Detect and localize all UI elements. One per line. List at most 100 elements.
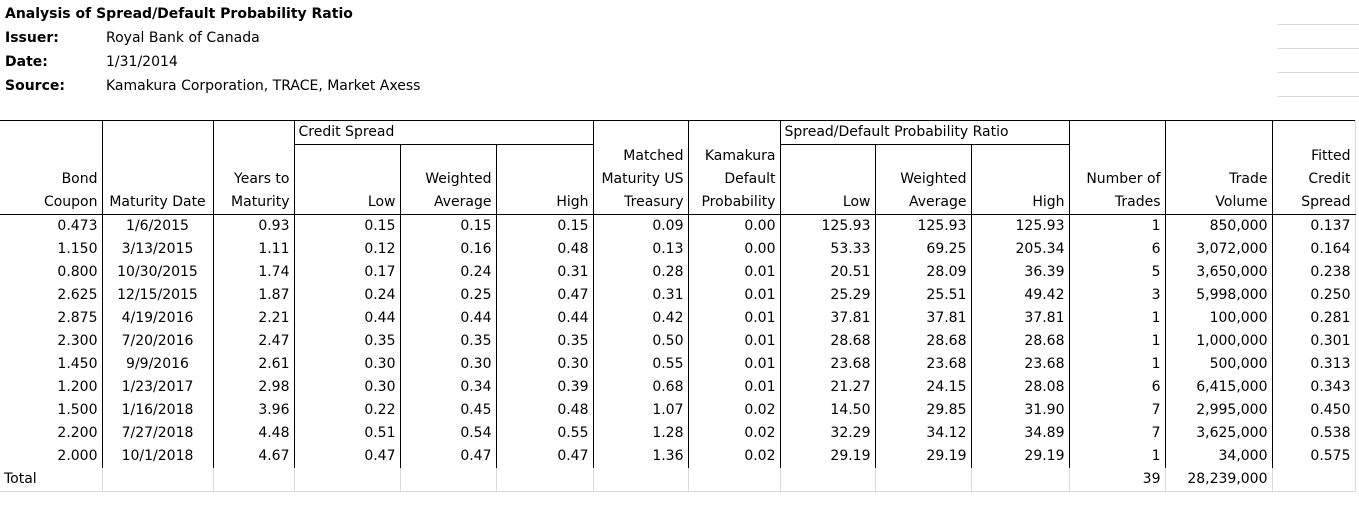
table-cell: 37.81 bbox=[970, 307, 1070, 330]
table-cell: 1 bbox=[1068, 330, 1166, 353]
table-cell: 4/19/2016 bbox=[101, 307, 214, 330]
table-cell: 3,625,000 bbox=[1164, 422, 1273, 445]
table-cell: 0.02 bbox=[687, 399, 781, 422]
table-cell: 2.875 bbox=[0, 307, 103, 330]
table-cell: 3,650,000 bbox=[1164, 261, 1273, 284]
table-cell: 1 bbox=[1068, 214, 1166, 238]
table-cell: 28.68 bbox=[874, 330, 972, 353]
table-cell: 1.150 bbox=[0, 238, 103, 261]
table-cell: 4.67 bbox=[212, 445, 295, 468]
report-header: Analysis of Spread/Default Probability R… bbox=[0, 0, 1359, 120]
column-header bbox=[970, 168, 1070, 191]
table-cell: 0.15 bbox=[293, 214, 401, 238]
table-cell: 1.74 bbox=[212, 261, 295, 284]
table-cell: 20.51 bbox=[779, 261, 876, 284]
table-cell: 5 bbox=[1068, 261, 1166, 284]
column-header bbox=[1164, 144, 1273, 168]
header-row-groups: Credit Spread Spread/Default Probability … bbox=[0, 120, 1356, 145]
table-cell: 7 bbox=[1068, 422, 1166, 445]
table-cell: 1/6/2015 bbox=[101, 214, 214, 238]
column-header: Treasury bbox=[592, 191, 689, 215]
table-row: 0.800 10/30/2015 1.74 0.17 0.24 0.31 0.28 0.01 2… bbox=[0, 261, 1356, 284]
table-cell: 0.47 bbox=[293, 445, 401, 468]
total-trades: 39 bbox=[1068, 468, 1166, 492]
table-cell: 0.250 bbox=[1271, 284, 1356, 307]
table-cell: 0.48 bbox=[495, 238, 594, 261]
date-value: 1/31/2014 bbox=[106, 54, 178, 70]
table-cell: 0.02 bbox=[687, 422, 781, 445]
table-cell: 2.61 bbox=[212, 353, 295, 376]
table-cell: 1 bbox=[1068, 353, 1166, 376]
table-cell: 10/1/2018 bbox=[101, 445, 214, 468]
table-cell: 1.28 bbox=[592, 422, 689, 445]
table-cell: 28.08 bbox=[970, 376, 1070, 399]
table-cell: 0.55 bbox=[495, 422, 594, 445]
table-cell: 0.30 bbox=[495, 353, 594, 376]
table-cell: 0.137 bbox=[1271, 214, 1356, 238]
table-cell: 0.42 bbox=[592, 307, 689, 330]
column-header bbox=[779, 168, 876, 191]
header-cell bbox=[687, 120, 781, 145]
table-cell bbox=[592, 468, 689, 492]
table-cell: 2.625 bbox=[0, 284, 103, 307]
table-cell: 5,998,000 bbox=[1164, 284, 1273, 307]
column-header bbox=[293, 168, 401, 191]
column-header: Bond bbox=[0, 168, 103, 191]
column-header: Weighted bbox=[399, 168, 497, 191]
table-cell: 100,000 bbox=[1164, 307, 1273, 330]
table-cell: 1.07 bbox=[592, 399, 689, 422]
table-cell: 2.300 bbox=[0, 330, 103, 353]
table-cell: 0.93 bbox=[212, 214, 295, 238]
table-cell bbox=[874, 468, 972, 492]
table-cell: 49.42 bbox=[970, 284, 1070, 307]
gridline bbox=[1277, 72, 1359, 73]
header-cell bbox=[212, 120, 295, 145]
table-cell: 0.09 bbox=[592, 214, 689, 238]
gridline bbox=[1277, 48, 1359, 49]
gridline bbox=[1277, 24, 1359, 25]
table-cell: 29.19 bbox=[874, 445, 972, 468]
column-header: Probability bbox=[687, 191, 781, 215]
column-header: High bbox=[970, 191, 1070, 215]
header-cell bbox=[0, 120, 103, 145]
source-label: Source: bbox=[5, 78, 65, 94]
table-cell: 0.30 bbox=[293, 353, 401, 376]
table-cell: 10/30/2015 bbox=[101, 261, 214, 284]
column-header: Coupon bbox=[0, 191, 103, 215]
header-cell bbox=[101, 120, 214, 145]
table-cell: 0.538 bbox=[1271, 422, 1356, 445]
header-row: Matched Kamakura Fitted bbox=[0, 144, 1356, 168]
table-cell: 3 bbox=[1068, 284, 1166, 307]
column-header bbox=[101, 144, 214, 168]
table-cell: 12/15/2015 bbox=[101, 284, 214, 307]
column-header: Kamakura bbox=[687, 144, 781, 168]
table-cell: 28.09 bbox=[874, 261, 972, 284]
table-cell: 1,000,000 bbox=[1164, 330, 1273, 353]
table-cell: 25.51 bbox=[874, 284, 972, 307]
table-cell: 0.30 bbox=[293, 376, 401, 399]
table-cell: 7/27/2018 bbox=[101, 422, 214, 445]
ratio-group-header: Spread/Default Probability Ratio bbox=[779, 120, 1070, 145]
column-header bbox=[779, 144, 876, 168]
table-cell: 0.25 bbox=[399, 284, 497, 307]
table-cell: 23.68 bbox=[779, 353, 876, 376]
table-row: 2.000 10/1/2018 4.67 0.47 0.47 0.47 1.36 0.02 29… bbox=[0, 445, 1356, 468]
table-cell: 0.00 bbox=[687, 214, 781, 238]
table-cell: 0.55 bbox=[592, 353, 689, 376]
table-cell: 53.33 bbox=[779, 238, 876, 261]
table-cell: 0.34 bbox=[399, 376, 497, 399]
table-cell bbox=[101, 468, 214, 492]
table-cell: 0.50 bbox=[592, 330, 689, 353]
credit-spread-group-header: Credit Spread bbox=[293, 120, 594, 145]
table-cell: 0.24 bbox=[399, 261, 497, 284]
table-cell bbox=[495, 468, 594, 492]
table-cell: 2.47 bbox=[212, 330, 295, 353]
table-cell: 3,072,000 bbox=[1164, 238, 1273, 261]
column-header: Maturity US bbox=[592, 168, 689, 191]
table-cell: 0.575 bbox=[1271, 445, 1356, 468]
table-cell: 125.93 bbox=[874, 214, 972, 238]
table-cell: 0.48 bbox=[495, 399, 594, 422]
table-cell: 125.93 bbox=[970, 214, 1070, 238]
column-header: Maturity Date bbox=[101, 191, 214, 215]
table-cell: 34.12 bbox=[874, 422, 972, 445]
